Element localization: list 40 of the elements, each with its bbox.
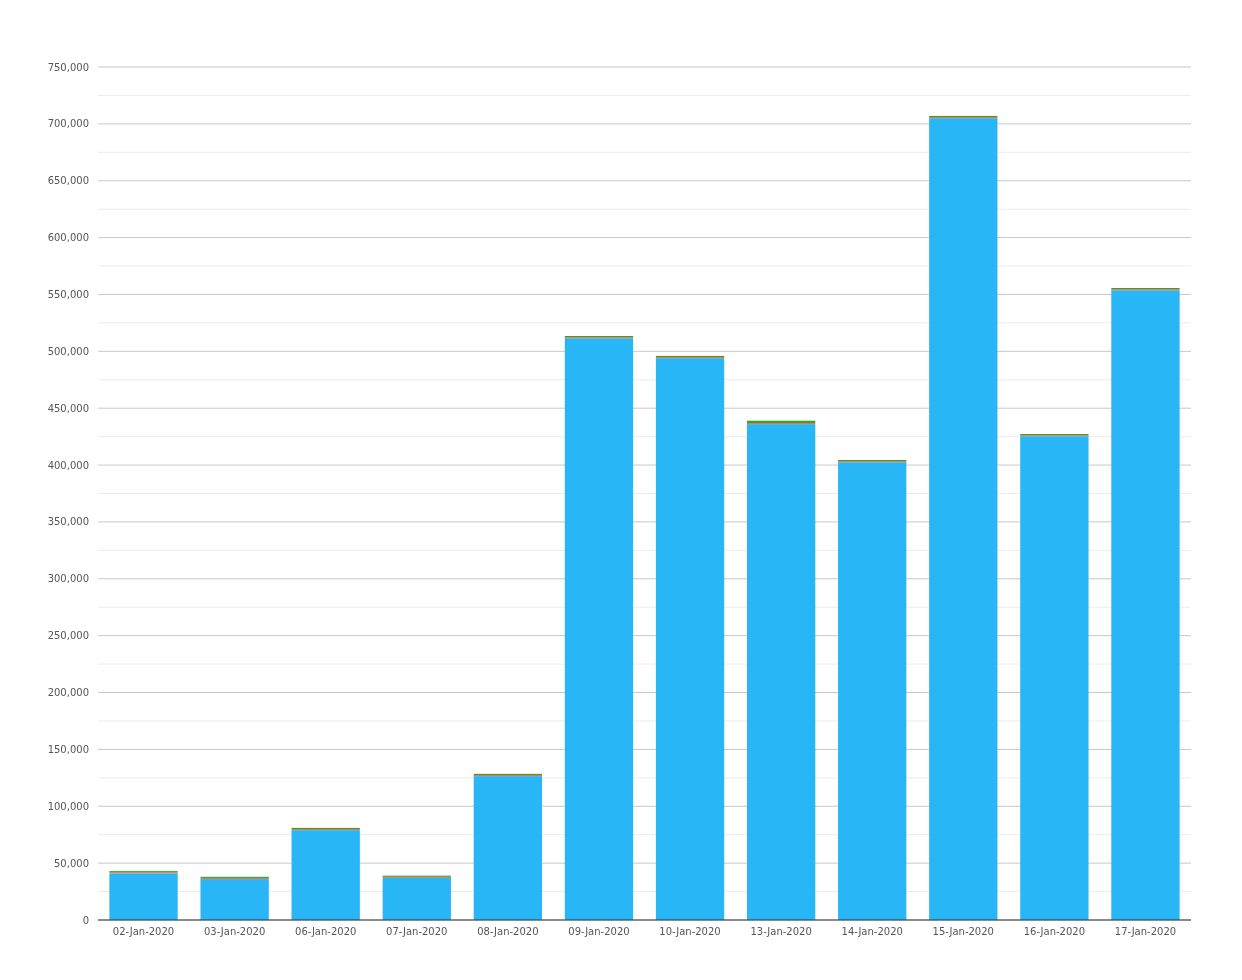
x-tick-label: 08-Jan-2020 (477, 926, 539, 937)
y-tick-label: 50,000 (54, 857, 89, 869)
bar (1020, 436, 1089, 920)
y-tick-label: 600,000 (47, 232, 89, 244)
bar (291, 830, 360, 920)
y-tick-label: 400,000 (47, 459, 89, 471)
x-tick-label: 14-Jan-2020 (841, 926, 903, 937)
x-tick-label: 07-Jan-2020 (386, 926, 448, 937)
y-tick-label: 450,000 (47, 402, 89, 414)
bar (473, 776, 543, 920)
bar (200, 879, 269, 920)
y-tick-label: 300,000 (47, 573, 89, 585)
y-tick-label: 550,000 (47, 288, 89, 300)
x-tick-label: 02-Jan-2020 (112, 926, 175, 937)
y-tick-label: 100,000 (47, 800, 89, 812)
bar (382, 877, 451, 920)
bar (655, 358, 725, 920)
y-tick-label: 250,000 (47, 630, 89, 642)
x-tick-label: 13-Jan-2020 (750, 926, 812, 937)
bar (109, 873, 178, 920)
x-tick-label: 16-Jan-2020 (1023, 926, 1086, 937)
x-tick-label: 06-Jan-2020 (295, 926, 357, 937)
y-tick-label: 350,000 (47, 516, 89, 528)
x-tick-label: 17-Jan-2020 (1114, 926, 1177, 937)
y-tick-label: 500,000 (47, 345, 89, 357)
bar (929, 118, 998, 920)
y-tick-label: 650,000 (47, 175, 89, 187)
y-tick-label: 700,000 (47, 118, 89, 130)
y-tick-label: 200,000 (47, 687, 89, 699)
bar (838, 462, 907, 920)
x-tick-label: 03-Jan-2020 (203, 926, 266, 937)
bar (1111, 290, 1180, 920)
bar (746, 424, 816, 920)
x-tick-label: 10-Jan-2020 (659, 926, 721, 937)
x-tick-label: 15-Jan-2020 (932, 926, 994, 937)
x-tick-label: 09-Jan-2020 (568, 926, 630, 937)
y-tick-label: 150,000 (47, 743, 89, 755)
y-tick-label: 750,000 (47, 61, 89, 73)
bar (564, 338, 634, 920)
y-tick-label: 0 (82, 914, 89, 926)
